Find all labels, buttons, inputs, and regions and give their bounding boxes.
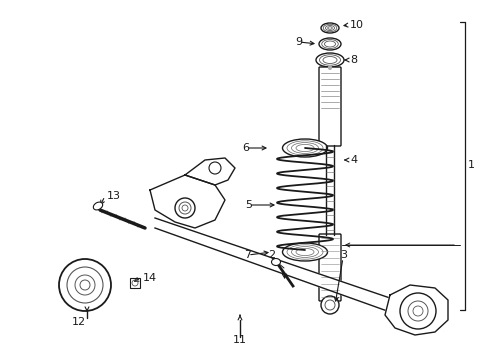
Text: 10: 10 — [349, 20, 363, 30]
Polygon shape — [150, 175, 224, 228]
Text: 1: 1 — [467, 160, 474, 170]
Circle shape — [59, 259, 111, 311]
Text: 9: 9 — [294, 37, 302, 47]
Ellipse shape — [315, 53, 343, 67]
Polygon shape — [184, 158, 235, 185]
Polygon shape — [155, 218, 389, 312]
Ellipse shape — [282, 139, 327, 157]
Text: 4: 4 — [349, 155, 356, 165]
Circle shape — [175, 198, 195, 218]
Ellipse shape — [318, 38, 340, 50]
Polygon shape — [384, 285, 447, 335]
Ellipse shape — [271, 258, 280, 266]
Circle shape — [320, 296, 338, 314]
Text: 5: 5 — [244, 200, 251, 210]
Text: 7: 7 — [244, 250, 251, 260]
Text: 3: 3 — [339, 250, 346, 260]
Ellipse shape — [282, 243, 327, 261]
Ellipse shape — [93, 202, 102, 210]
Text: 13: 13 — [107, 191, 121, 201]
Text: 8: 8 — [349, 55, 356, 65]
Text: 11: 11 — [232, 335, 246, 345]
Text: 2: 2 — [267, 250, 275, 260]
Text: 12: 12 — [72, 317, 86, 327]
Text: 14: 14 — [142, 273, 157, 283]
FancyBboxPatch shape — [318, 67, 340, 146]
Ellipse shape — [320, 23, 338, 33]
Circle shape — [399, 293, 435, 329]
Text: 6: 6 — [242, 143, 248, 153]
Bar — [130, 278, 140, 288]
Circle shape — [208, 162, 221, 174]
FancyBboxPatch shape — [318, 234, 340, 301]
